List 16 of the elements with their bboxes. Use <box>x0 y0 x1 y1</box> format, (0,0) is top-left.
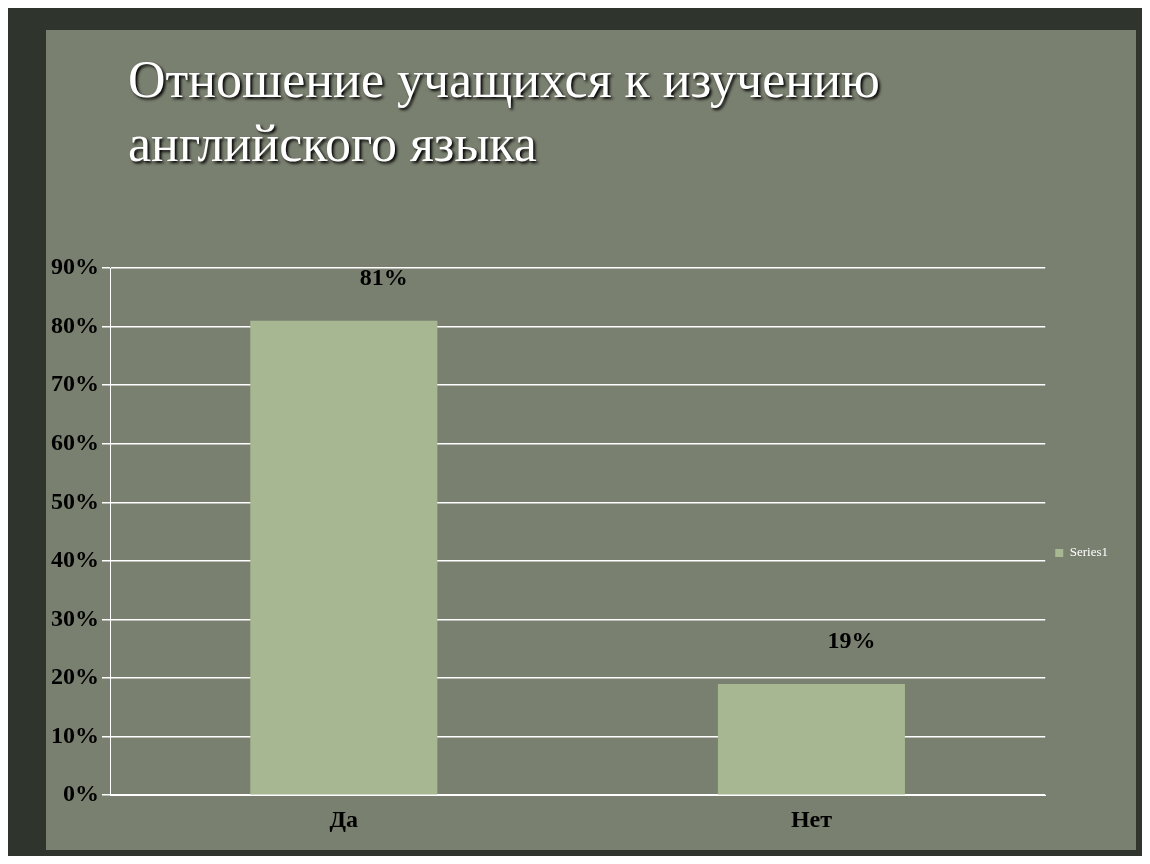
y-tick-label: 20% <box>51 663 99 690</box>
data-label: 81% <box>359 263 408 290</box>
legend-label: Series1 <box>1069 544 1109 560</box>
y-tick-label: 60% <box>51 428 99 455</box>
y-tick-label: 80% <box>51 311 99 338</box>
y-tick-label: 90% <box>51 253 99 280</box>
data-label: 19% <box>827 627 876 654</box>
x-tick-label: Да <box>329 805 359 832</box>
y-tick-label: 0% <box>63 780 99 807</box>
chart-title: Отношение учащихся к изучению английского языка <box>128 50 881 174</box>
y-tick-label: 10% <box>51 721 99 748</box>
y-tick-label: 40% <box>51 546 99 573</box>
y-tick-label: 30% <box>51 604 99 631</box>
x-tick-label: Нет <box>790 805 833 832</box>
y-tick-label: 50% <box>51 487 99 514</box>
y-tick-label: 70% <box>51 370 99 397</box>
